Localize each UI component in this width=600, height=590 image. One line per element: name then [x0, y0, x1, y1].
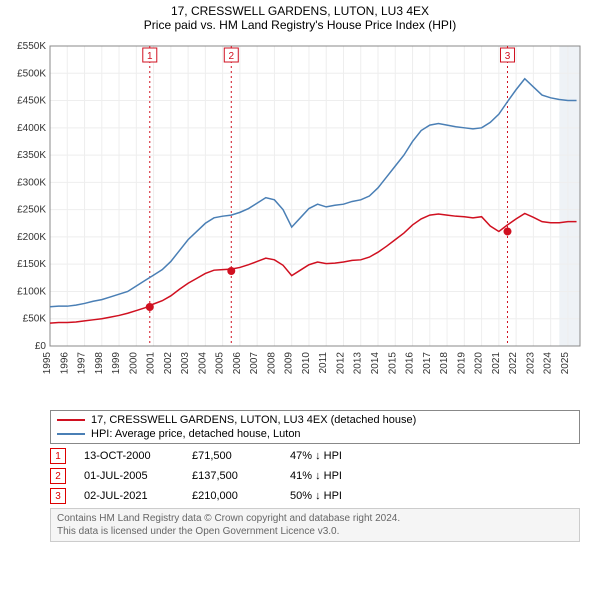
legend-item-property: 17, CRESSWELL GARDENS, LUTON, LU3 4EX (d… [57, 413, 573, 427]
svg-text:£500K: £500K [17, 68, 46, 79]
svg-text:£350K: £350K [17, 150, 46, 161]
svg-text:2000: 2000 [128, 352, 139, 375]
svg-text:2024: 2024 [543, 352, 554, 375]
sale-delta: 41% ↓ HPI [290, 470, 342, 482]
svg-text:2004: 2004 [197, 352, 208, 375]
sale-row: 1 13-OCT-2000 £71,500 47% ↓ HPI [50, 446, 580, 466]
legend-item-hpi: HPI: Average price, detached house, Luto… [57, 427, 573, 441]
svg-text:1998: 1998 [94, 352, 105, 375]
svg-text:£550K: £550K [17, 41, 46, 52]
svg-text:£400K: £400K [17, 123, 46, 134]
svg-text:1999: 1999 [111, 352, 122, 375]
svg-text:2: 2 [228, 51, 234, 62]
svg-text:2025: 2025 [560, 352, 571, 375]
legend: 17, CRESSWELL GARDENS, LUTON, LU3 4EX (d… [50, 410, 580, 444]
svg-text:£300K: £300K [17, 177, 46, 188]
sale-price: £210,000 [192, 490, 272, 502]
sale-badge: 3 [50, 488, 66, 504]
svg-text:2005: 2005 [215, 352, 226, 375]
svg-text:2017: 2017 [422, 352, 433, 375]
svg-text:1997: 1997 [77, 352, 88, 375]
legend-swatch [57, 433, 85, 435]
svg-text:2013: 2013 [353, 352, 364, 375]
svg-text:2006: 2006 [232, 352, 243, 375]
svg-text:2016: 2016 [405, 352, 416, 375]
svg-text:2019: 2019 [456, 352, 467, 375]
sale-row: 3 02-JUL-2021 £210,000 50% ↓ HPI [50, 486, 580, 506]
svg-text:£250K: £250K [17, 205, 46, 216]
chart-title-line2: Price paid vs. HM Land Registry's House … [0, 18, 600, 36]
svg-text:2023: 2023 [525, 352, 536, 375]
svg-text:2007: 2007 [249, 352, 260, 375]
svg-text:2018: 2018 [439, 352, 450, 375]
sale-delta: 50% ↓ HPI [290, 490, 342, 502]
svg-text:2014: 2014 [370, 352, 381, 375]
svg-text:2015: 2015 [387, 352, 398, 375]
svg-text:£450K: £450K [17, 96, 46, 107]
sale-date: 13-OCT-2000 [84, 450, 174, 462]
sale-badge: 2 [50, 468, 66, 484]
attribution-footer: Contains HM Land Registry data © Crown c… [50, 508, 580, 542]
svg-text:2012: 2012 [335, 352, 346, 375]
legend-swatch [57, 419, 85, 421]
svg-text:3: 3 [505, 51, 511, 62]
sale-price: £71,500 [192, 450, 272, 462]
svg-text:2002: 2002 [163, 352, 174, 375]
sale-date: 01-JUL-2005 [84, 470, 174, 482]
price-chart: £0 £50K £100K £150K £200K £250K £300K £350K £400… [0, 36, 600, 406]
legend-label: HPI: Average price, detached house, Luto… [91, 428, 301, 440]
footer-line: Contains HM Land Registry data © Crown c… [57, 512, 573, 525]
svg-text:2010: 2010 [301, 352, 312, 375]
svg-text:£0: £0 [35, 341, 47, 352]
svg-text:2008: 2008 [266, 352, 277, 375]
sale-row: 2 01-JUL-2005 £137,500 41% ↓ HPI [50, 466, 580, 486]
svg-text:£200K: £200K [17, 232, 46, 243]
legend-label: 17, CRESSWELL GARDENS, LUTON, LU3 4EX (d… [91, 414, 416, 426]
svg-text:1995: 1995 [42, 352, 53, 375]
svg-text:1: 1 [147, 51, 153, 62]
svg-text:2011: 2011 [318, 352, 329, 374]
sales-table: 1 13-OCT-2000 £71,500 47% ↓ HPI 2 01-JUL… [50, 446, 580, 506]
sale-date: 02-JUL-2021 [84, 490, 174, 502]
svg-text:2021: 2021 [491, 352, 502, 375]
svg-text:2022: 2022 [508, 352, 519, 375]
svg-text:£150K: £150K [17, 259, 46, 270]
footer-line: This data is licensed under the Open Gov… [57, 525, 573, 538]
svg-text:2009: 2009 [284, 352, 295, 375]
sale-badge: 1 [50, 448, 66, 464]
chart-title-line1: 17, CRESSWELL GARDENS, LUTON, LU3 4EX [0, 0, 600, 18]
svg-text:2001: 2001 [146, 352, 157, 375]
svg-text:2003: 2003 [180, 352, 191, 375]
svg-text:2020: 2020 [474, 352, 485, 375]
svg-text:£50K: £50K [23, 314, 47, 325]
svg-text:£100K: £100K [17, 286, 46, 297]
sale-delta: 47% ↓ HPI [290, 450, 342, 462]
svg-text:1996: 1996 [59, 352, 70, 375]
sale-price: £137,500 [192, 470, 272, 482]
